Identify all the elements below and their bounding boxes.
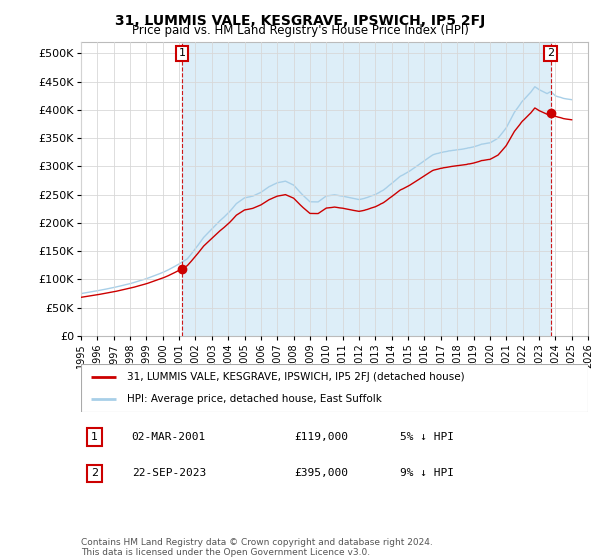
Text: 31, LUMMIS VALE, KESGRAVE, IPSWICH, IP5 2FJ: 31, LUMMIS VALE, KESGRAVE, IPSWICH, IP5 … [115,14,485,28]
Text: 1: 1 [178,48,185,58]
Text: 9% ↓ HPI: 9% ↓ HPI [400,469,454,478]
Text: 1: 1 [91,432,98,442]
Text: 2: 2 [547,48,554,58]
Text: 2: 2 [91,469,98,478]
Text: £395,000: £395,000 [294,469,348,478]
Text: £119,000: £119,000 [294,432,348,442]
Text: Contains HM Land Registry data © Crown copyright and database right 2024.
This d: Contains HM Land Registry data © Crown c… [81,538,433,557]
Text: Price paid vs. HM Land Registry's House Price Index (HPI): Price paid vs. HM Land Registry's House … [131,24,469,36]
Text: 22-SEP-2023: 22-SEP-2023 [132,469,206,478]
Text: HPI: Average price, detached house, East Suffolk: HPI: Average price, detached house, East… [127,394,382,404]
Text: 31, LUMMIS VALE, KESGRAVE, IPSWICH, IP5 2FJ (detached house): 31, LUMMIS VALE, KESGRAVE, IPSWICH, IP5 … [127,372,464,382]
Text: 02-MAR-2001: 02-MAR-2001 [132,432,206,442]
Bar [182,42,551,336]
Text: 5% ↓ HPI: 5% ↓ HPI [400,432,454,442]
